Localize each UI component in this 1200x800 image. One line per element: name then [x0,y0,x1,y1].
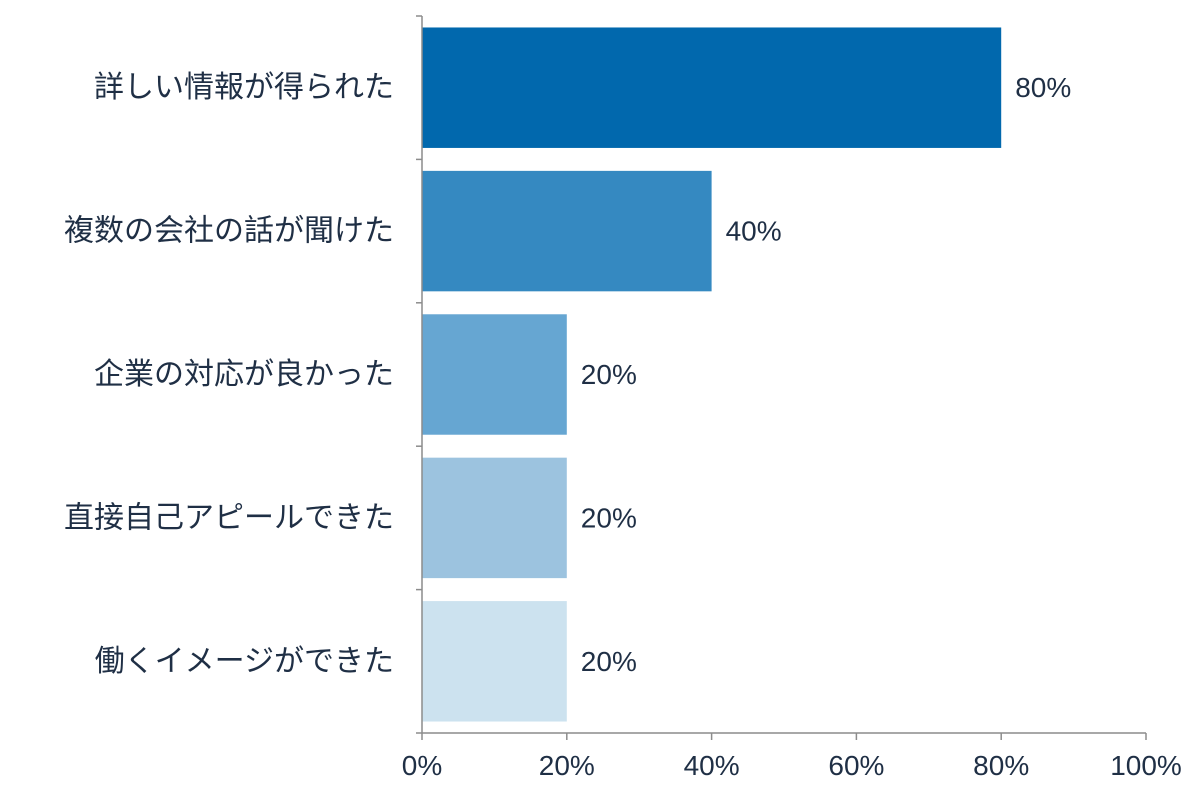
axes-layer [416,15,1147,740]
bar-4 [422,457,567,579]
x-tick-label-1: 20% [539,750,595,781]
value-label-2: 40% [726,216,782,247]
x-tick-label-3: 60% [828,750,884,781]
bar-5 [422,601,567,722]
category-label-4: 直接自己アピールできた [64,500,394,535]
value-label-1: 80% [1015,72,1071,103]
value-label-4: 20% [581,502,637,533]
value-label-5: 20% [581,646,637,677]
bar-2 [422,170,712,292]
x-tick-label-0: 0% [402,750,442,781]
labels-layer: 詳しい情報が得られた 80% 複数の会社の話が聞けた 40% 企業の対応が良かった 20%… [64,70,1182,781]
x-tick-label-4: 80% [973,750,1029,781]
category-label-5: 働くイメージができた [95,644,394,679]
x-tick-label-5: 100% [1110,750,1182,781]
bar-1 [422,27,1002,148]
value-label-3: 20% [581,359,637,390]
x-tick-label-2: 40% [684,750,740,781]
category-label-2: 複数の会社の話が聞けた [64,214,394,249]
bars-layer [422,27,1002,722]
category-label-3: 企業の対応が良かった [94,357,394,392]
category-label-1: 詳しい情報が得られた [94,70,394,105]
bar-3 [422,314,567,435]
